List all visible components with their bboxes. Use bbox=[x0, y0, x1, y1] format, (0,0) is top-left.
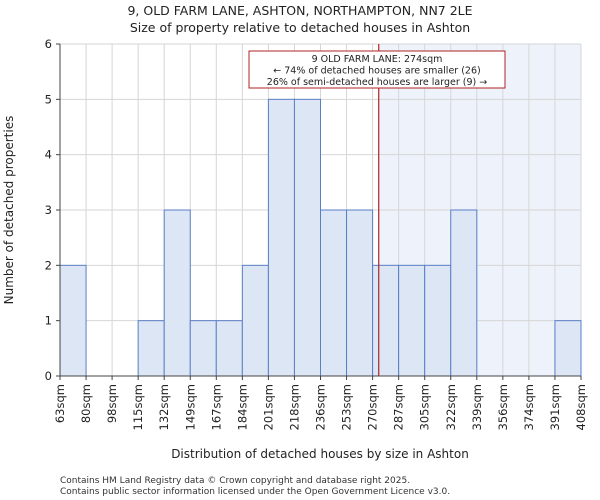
x-axis-label: Distribution of detached houses by size … bbox=[171, 447, 469, 461]
y-tick-label: 3 bbox=[45, 203, 52, 217]
annotation-box bbox=[248, 50, 506, 89]
y-tick-label: 4 bbox=[45, 148, 52, 162]
x-tick-label: 374sqm bbox=[522, 384, 536, 430]
histogram-bar bbox=[424, 264, 452, 377]
x-tick-label: 287sqm bbox=[392, 384, 406, 430]
plot-area: 0 1 2 3 4 5 6 63sqm 80sqm 98sqm 115sqm 132sqm 149sqm… bbox=[45, 37, 588, 430]
chart-title-line1: 9, OLD FARM LANE, ASHTON, NORTHAMPTON, N… bbox=[127, 3, 472, 18]
x-tick-label: 132sqm bbox=[157, 384, 171, 430]
y-tick-label: 5 bbox=[45, 92, 52, 106]
histogram-bar bbox=[293, 98, 322, 377]
histogram-bar bbox=[320, 209, 348, 377]
annotation-line: ← 74% of detached houses are smaller (26… bbox=[273, 66, 480, 77]
x-tick-label: 270sqm bbox=[366, 384, 380, 430]
x-tick-label: 408sqm bbox=[574, 384, 588, 430]
x-tick-label: 322sqm bbox=[444, 384, 458, 430]
x-tick-label: 98sqm bbox=[105, 384, 119, 423]
histogram-bar bbox=[163, 209, 191, 377]
x-tick-label: 149sqm bbox=[183, 384, 197, 430]
histogram-bar bbox=[59, 264, 87, 377]
y-tick-label: 2 bbox=[45, 258, 52, 272]
y-tick-label: 6 bbox=[45, 37, 52, 51]
x-tick-label: 184sqm bbox=[235, 384, 249, 430]
x-tick-label: 356sqm bbox=[496, 384, 510, 430]
histogram-bar bbox=[267, 98, 295, 377]
x-tick-label: 167sqm bbox=[209, 384, 223, 430]
footer-line2: Contains public sector information licen… bbox=[60, 487, 450, 497]
x-tick-label: 391sqm bbox=[548, 384, 562, 430]
histogram-bar bbox=[137, 320, 165, 377]
x-tick-label: 218sqm bbox=[287, 384, 301, 430]
histogram-bar bbox=[450, 209, 478, 377]
annotation-line: 26% of semi-detached houses are larger (… bbox=[267, 77, 487, 88]
histogram-bar bbox=[241, 264, 269, 377]
x-tick-label: 236sqm bbox=[314, 384, 328, 430]
annotation-line: 9 OLD FARM LANE: 274sqm bbox=[312, 54, 443, 65]
x-tick-label: 115sqm bbox=[131, 384, 145, 430]
x-tick-label: 201sqm bbox=[261, 384, 275, 430]
x-tick-label: 253sqm bbox=[340, 384, 354, 430]
histogram-bar bbox=[372, 264, 400, 377]
chart-title-line2: Size of property relative to detached ho… bbox=[130, 20, 470, 35]
footer-line1: Contains HM Land Registry data © Crown c… bbox=[60, 476, 410, 486]
y-axis-label: Number of detached properties bbox=[2, 116, 16, 305]
histogram-bar bbox=[189, 320, 217, 377]
histogram-bar bbox=[398, 264, 426, 377]
y-tick-label: 1 bbox=[45, 314, 52, 328]
histogram-bar bbox=[554, 320, 582, 377]
x-tick-label: 63sqm bbox=[53, 384, 67, 423]
x-tick-label: 339sqm bbox=[470, 384, 484, 430]
histogram-bar bbox=[215, 320, 243, 377]
x-tick-label: 305sqm bbox=[418, 384, 432, 430]
histogram-bar bbox=[346, 209, 374, 377]
x-tick-label: 80sqm bbox=[79, 384, 93, 423]
y-tick-label: 0 bbox=[45, 369, 52, 383]
